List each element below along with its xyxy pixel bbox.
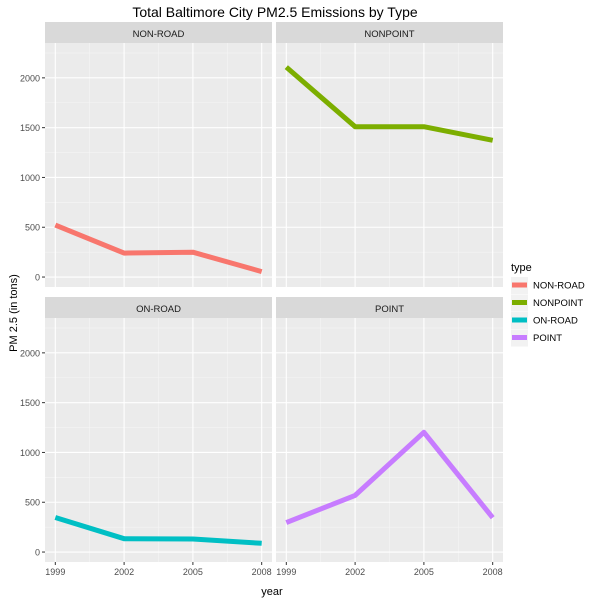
y-tick-label: 1000 — [20, 173, 40, 183]
facet-non-road: NON-ROAD 0 500 1000 1500 2000 — [20, 22, 272, 287]
facet-strip-label: NONPOINT — [364, 29, 414, 40]
legend-label: ON-ROAD — [533, 316, 578, 327]
facet-strip — [276, 297, 503, 318]
facet-strip-label: NON-ROAD — [133, 29, 185, 40]
x-axis-title: year — [261, 586, 283, 598]
x-tick-label: 2002 — [114, 567, 134, 577]
legend-title: type — [511, 262, 532, 274]
y-tick-label: 1000 — [20, 448, 40, 458]
series-line-on-road — [54, 515, 262, 546]
facet-nonpoint: NONPOINT — [276, 22, 503, 287]
y-tick-label: 500 — [25, 223, 40, 233]
facet-on-road: ON-ROAD 0 500 1000 1500 2000 1999 2002 2005 2008 — [20, 297, 272, 577]
y-tick-label: 1500 — [20, 123, 40, 133]
x-tick-label: 2002 — [345, 567, 365, 577]
legend-items: NON-ROAD NONPOINT ON-ROAD POINT — [511, 277, 585, 347]
y-tick-label: 1500 — [20, 398, 40, 408]
x-tick-label: 2005 — [414, 567, 434, 577]
y-tick-label: 2000 — [20, 73, 40, 83]
legend-label: POINT — [533, 333, 562, 344]
facets-layer: NON-ROAD 0 500 1000 1500 2000 NONPOINT ON-ROAD 0… — [20, 22, 503, 577]
legend: type NON-ROAD NONPOINT ON-ROAD POINT — [511, 262, 585, 347]
x-tick-label: 1999 — [276, 567, 296, 577]
y-tick-label: 0 — [35, 548, 40, 558]
series-line-point — [285, 429, 495, 525]
series-line-non-road — [54, 222, 263, 275]
y-tick-label: 500 — [25, 498, 40, 508]
facet-strip — [45, 22, 272, 43]
facet-strip-label: POINT — [375, 304, 404, 315]
x-tick-label: 1999 — [45, 567, 65, 577]
y-tick-label: 2000 — [20, 348, 40, 358]
facet-strip-label: ON-ROAD — [136, 304, 181, 315]
legend-label: NONPOINT — [533, 298, 583, 309]
y-tick-label: 0 — [35, 273, 40, 283]
facet-strip — [276, 22, 503, 43]
series-line-nonpoint — [284, 65, 494, 143]
legend-label: NON-ROAD — [533, 281, 585, 292]
facet-strip — [45, 297, 272, 318]
x-tick-label: 2005 — [183, 567, 203, 577]
facet-point: POINT 1999 2002 2005 2008 — [276, 297, 503, 577]
x-tick-label: 2008 — [252, 567, 272, 577]
y-axis-title: PM 2.5 (in tons) — [8, 274, 20, 352]
chart-title: Total Baltimore City PM2.5 Emissions by … — [132, 4, 418, 20]
x-tick-label: 2008 — [483, 567, 503, 577]
